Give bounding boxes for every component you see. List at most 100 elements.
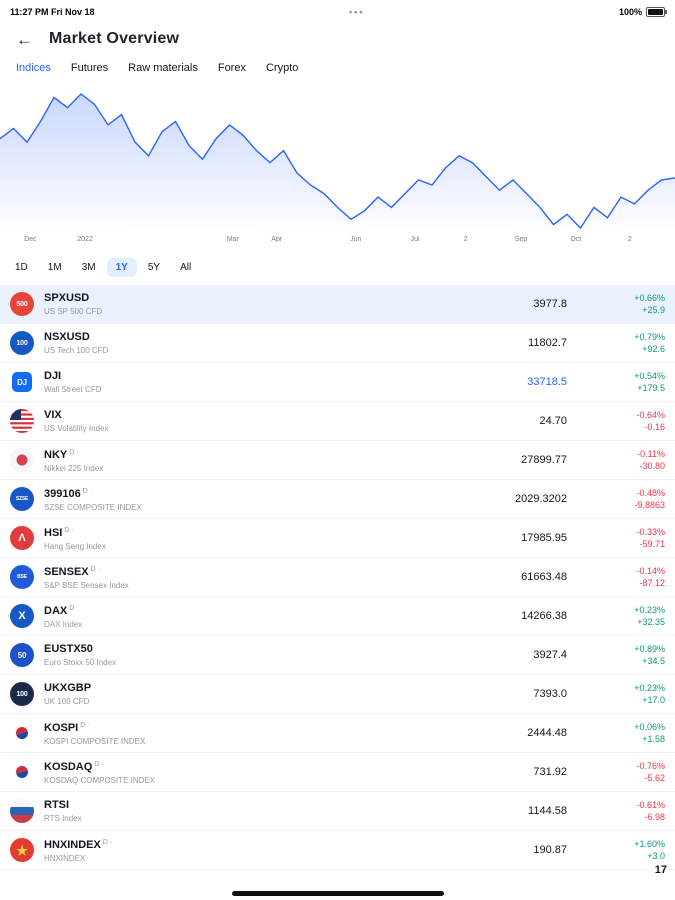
instrument-price: 3977.8 [533, 298, 567, 310]
instrument-row-kosdaq[interactable]: KOSDAQ D · KOSDAQ COMPOSITE INDEX 731.92 … [0, 753, 675, 792]
instrument-description: KOSPI COMPOSITE INDEX [44, 737, 146, 746]
range-3m[interactable]: 3M [81, 262, 96, 273]
instrument-symbol: KOSPI D · [44, 722, 90, 734]
status-bar: 11:27 PM Fri Nov 18 ••• 100% [0, 0, 675, 22]
instrument-row-vix[interactable]: VIX US Volatility Index 24.70 -0.64% -0.… [0, 402, 675, 441]
instrument-row-dax[interactable]: X DAX D DAX Index 14266.38 +0.23% +32.35 [0, 597, 675, 636]
instrument-symbol: HNXINDEX D · [44, 839, 113, 851]
instrument-row-dji[interactable]: DJ DJI Wall Street CFD 33718.5 +0.54% +1… [0, 363, 675, 402]
battery-fill [648, 9, 663, 15]
range-1d[interactable]: 1D [15, 262, 28, 273]
tab-bar: Indices Futures Raw materials Forex Crypto [0, 52, 675, 82]
change-percent: -0.48% [636, 488, 665, 498]
delayed-marker: D · [82, 488, 93, 495]
svg-text:★: ★ [16, 843, 28, 858]
instrument-price: 2029.3202 [515, 493, 567, 505]
change-absolute: -5.62 [644, 773, 665, 783]
instrument-price: 14266.38 [521, 610, 567, 622]
change-absolute: +34.5 [642, 656, 665, 666]
dax-icon: X [10, 604, 34, 628]
change-absolute: +1.58 [642, 734, 665, 744]
instrument-symbol: UKXGBP [44, 681, 92, 694]
price-chart[interactable]: Dec 2022 Mar Apr Jun Jul 2 Sep Oct 2 [0, 84, 675, 252]
delayed-marker: D · [90, 566, 100, 573]
japan-flag-icon [10, 448, 34, 472]
tab-raw-materials[interactable]: Raw materials [128, 62, 198, 74]
instrument-change: +0.06% +1.58 [597, 721, 665, 745]
instrument-names: SENSEX D · S&P BSE Sensex Index [44, 563, 129, 591]
instrument-description: S&P BSE Sensex Index [44, 581, 129, 590]
change-percent: +0.23% [634, 683, 665, 693]
instrument-change: +0.23% +32.35 [597, 604, 665, 628]
range-selector: 1D 1M 3M 1Y 5Y All [0, 252, 675, 285]
instrument-row-eustx50[interactable]: 50 EUSTX50 Euro Stoxx 50 Index 3927.4 +0… [0, 636, 675, 675]
tab-forex[interactable]: Forex [217, 62, 246, 74]
instrument-names: DJI Wall Street CFD [44, 370, 102, 395]
chart-canvas[interactable] [0, 84, 675, 234]
back-button[interactable]: ← [16, 29, 33, 49]
instrument-row-hsi[interactable]: Λ HSI D · Hang Seng Index 17985.95 -0.33%… [0, 519, 675, 558]
change-percent: -0.11% [637, 449, 665, 459]
axis-label: Sep [514, 236, 528, 243]
instrument-symbol: VIX [44, 408, 62, 421]
instrument-description: SZSE COMPOSITE INDEX [44, 503, 142, 512]
range-1m[interactable]: 1M [47, 262, 62, 273]
instrument-change: +0.23% +17.0 [597, 682, 665, 706]
instrument-description: KOSDAQ COMPOSITE INDEX [44, 776, 156, 785]
change-percent: -0.14% [636, 566, 665, 576]
instrument-row-nky[interactable]: NKY D · Nikkei 225 Index 27899.77 -0.11% … [0, 441, 675, 480]
instrument-row-kospi[interactable]: KOSPI D · KOSPI COMPOSITE INDEX 2444.48 +… [0, 714, 675, 753]
instrument-names: SPXUSD US SP 500 CFD [44, 292, 102, 317]
instrument-change: -0.61% -6.98 [597, 799, 665, 823]
change-percent: -0.76% [636, 761, 665, 771]
instrument-description: Wall Street CFD [44, 384, 102, 394]
instrument-row-hnxindex[interactable]: ★ HNXINDEX D · HNXINDEX 190.87 +1.60% +3.… [0, 831, 675, 870]
tradingview-watermark: 17 [652, 864, 669, 876]
change-absolute: -0.16 [644, 422, 665, 432]
range-1y[interactable]: 1Y [106, 258, 137, 277]
instrument-names: 399106 D · SZSE COMPOSITE INDEX [44, 485, 142, 513]
instrument-names: HNXINDEX D · HNXINDEX [44, 836, 112, 864]
axis-label: Jul [410, 236, 420, 243]
instrument-row-ukxgbp[interactable]: 100 UKXGBP UK 100 CFD 7393.0 +0.23% +17.… [0, 675, 675, 714]
instrument-change: -0.11% -30.80 [597, 448, 665, 472]
instrument-row-spxusd[interactable]: 500 SPXUSD US SP 500 CFD 3977.8 +0.66% +… [0, 285, 675, 324]
instrument-row-399106[interactable]: SZSE 399106 D · SZSE COMPOSITE INDEX 2029… [0, 480, 675, 519]
change-percent: +0.54% [634, 371, 665, 381]
instrument-names: EUSTX50 Euro Stoxx 50 Index [44, 643, 116, 668]
instrument-names: NKY D · Nikkei 225 Index [44, 446, 103, 474]
sp500-icon: 500 [10, 292, 34, 316]
battery-percent: 100% [618, 7, 642, 17]
instrument-row-rtsi[interactable]: RTSI RTS Index 1144.58 -0.61% -6.98 [0, 792, 675, 831]
change-percent: +0.79% [634, 332, 665, 342]
instrument-names: VIX US Volatility Index [44, 409, 108, 434]
change-absolute: +25.9 [642, 305, 665, 315]
instrument-change: -0.48% -9.8863 [597, 487, 665, 511]
hsi-icon: Λ [10, 526, 34, 550]
home-indicator[interactable] [231, 891, 444, 896]
range-all[interactable]: All [180, 262, 192, 273]
tab-indices[interactable]: Indices [16, 62, 51, 74]
instrument-symbol: HSI D · [44, 527, 74, 539]
chart-x-axis: Dec 2022 Mar Apr Jun Jul 2 Sep Oct 2 [0, 234, 675, 250]
instrument-symbol: DAX D [44, 605, 75, 617]
instrument-row-nsxusd[interactable]: 100 NSXUSD US Tech 100 CFD 11802.7 +0.79… [0, 324, 675, 363]
instrument-symbol: EUSTX50 [44, 642, 93, 655]
instrument-change: -0.76% -5.62 [597, 760, 665, 784]
instrument-change: -0.14% -87.12 [597, 565, 665, 589]
page-title: Market Overview [49, 30, 180, 47]
vietnam-flag-icon: ★ [10, 838, 34, 862]
instrument-names: UKXGBP UK 100 CFD [44, 682, 91, 707]
instrument-symbol: NSXUSD [44, 330, 90, 343]
instrument-row-sensex[interactable]: BSE SENSEX D · S&P BSE Sensex Index 61663… [0, 558, 675, 597]
axis-label: 2 [627, 236, 632, 243]
instrument-names: KOSPI D · KOSPI COMPOSITE INDEX [44, 719, 145, 747]
range-5y[interactable]: 5Y [147, 262, 161, 273]
status-dots-icon: ••• [349, 7, 365, 17]
change-percent: -0.61% [636, 800, 665, 810]
tab-futures[interactable]: Futures [70, 62, 109, 74]
instrument-description: RTS Index [44, 813, 82, 823]
change-percent: -0.33% [636, 527, 665, 537]
header: ← Market Overview [0, 22, 675, 52]
tab-crypto[interactable]: Crypto [265, 62, 299, 74]
